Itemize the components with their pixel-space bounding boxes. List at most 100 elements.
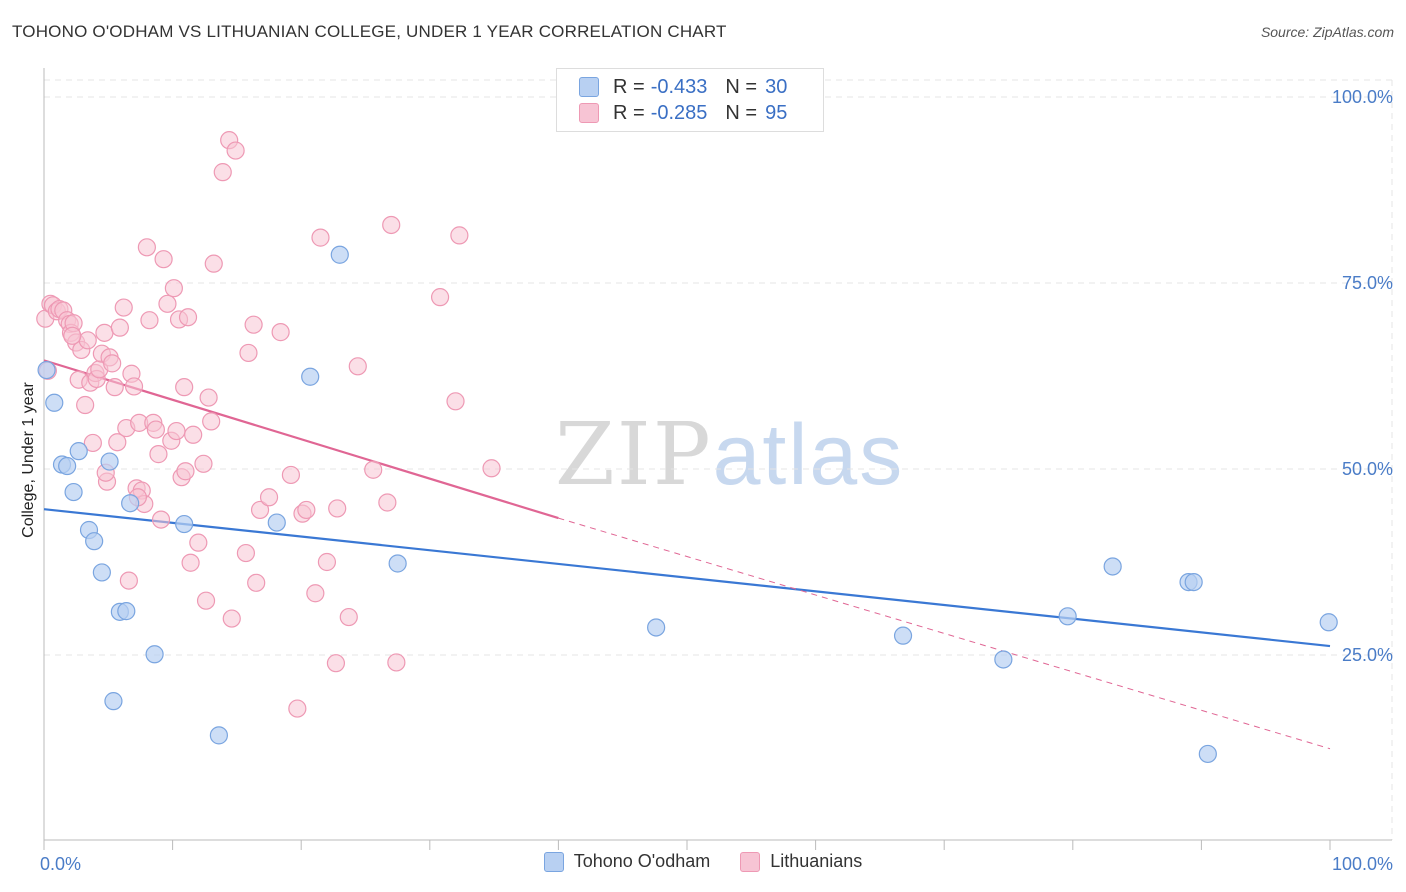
tohono-point [175, 514, 194, 534]
lithuanians-point [297, 500, 316, 520]
lithuanians-point [178, 308, 198, 327]
lithuanians-point [124, 377, 144, 396]
lithuanians-point [204, 254, 223, 273]
y-tick-label: 100.0% [1332, 87, 1393, 107]
lithuanians-point [110, 318, 129, 337]
lithuanians-point [311, 228, 330, 247]
bottom-legend: Tohono O'odham Lithuanians [0, 851, 1406, 872]
legend-n-label: N = [725, 75, 758, 98]
tick-labels: 25.0% 50.0% 75.0% 100.0% 0.0% 100.0% College, … [20, 87, 1393, 874]
bottom-legend-item-lithuanians: Lithuanians [740, 851, 862, 872]
lithuanians-point [146, 420, 165, 439]
tohono-point [1184, 572, 1203, 592]
y-axis-label: College, Under 1 year [20, 382, 37, 538]
legend-r-value: -0.285 [650, 101, 708, 124]
tohono-point [330, 245, 349, 264]
y-tick-label: 75.0% [1342, 273, 1393, 293]
lithuanians-point [446, 392, 465, 411]
lithuanians-point [108, 433, 127, 452]
legend-n-value: 30 [765, 75, 788, 98]
lithuanians-point [244, 315, 263, 334]
lithuanians-point [348, 357, 367, 376]
tohono-point [267, 513, 286, 532]
tohono-point [37, 360, 56, 380]
tohono-point [1058, 607, 1077, 626]
lithuanians-point [189, 533, 208, 552]
lithuanians-point [78, 331, 97, 350]
lithuanians-point [176, 462, 195, 481]
legend-row-tohono: R = -0.433 N = 30 [579, 75, 787, 99]
lithuanians-point [317, 552, 337, 572]
tohono-point [121, 494, 140, 513]
bottom-legend-swatch-blue [543, 851, 564, 872]
tohono-point [100, 452, 119, 471]
lithuanians-point [250, 500, 270, 520]
tohono-point [893, 626, 913, 645]
tohono-point [1319, 613, 1338, 632]
tohono-point [58, 456, 77, 476]
lithuanians-point [271, 323, 290, 342]
x-tick-label: 100.0% [1332, 854, 1393, 874]
lithuanians-point [259, 488, 279, 507]
points [36, 131, 1338, 764]
lithuanians-point [119, 571, 138, 590]
lithuanians-point [63, 326, 82, 345]
legend-r-label: R = [613, 101, 645, 124]
trend-lines [43, 359, 1331, 750]
legend-r-value: -0.433 [650, 75, 708, 98]
lithuanians-point [430, 288, 450, 307]
tohono-point [647, 618, 666, 637]
lithuanians-point [105, 378, 124, 397]
lithuanians-point [194, 454, 213, 473]
legend-r-label: R = [613, 75, 645, 98]
lithuanians-point [199, 388, 218, 407]
lithuanians-point [226, 141, 245, 160]
lithuanians-point [184, 425, 203, 444]
lithuanians-point [76, 395, 95, 415]
lithuanians-point [482, 459, 501, 478]
legend-row-lithuanians: R = -0.285 N = 95 [579, 101, 787, 125]
bottom-legend-item-tohono: Tohono O'odham [543, 851, 710, 872]
tohono-point [69, 442, 88, 461]
watermark-atlas: atlas [712, 407, 905, 503]
lithuanians-point [387, 653, 406, 672]
lithuanians-point [378, 493, 397, 512]
chart-title: TOHONO O'ODHAM VS LITHUANIAN COLLEGE, UN… [12, 22, 727, 41]
lithuanians-point [247, 573, 266, 592]
lithuanians-point [196, 591, 216, 610]
tohono-point [301, 367, 320, 386]
lithuanians-point [151, 510, 171, 529]
lithuanians-point [154, 250, 173, 269]
watermark: ZIPatlas [555, 405, 904, 505]
y-tick-label: 50.0% [1342, 459, 1393, 479]
lithuanians-point [83, 433, 102, 453]
grid [44, 79, 1393, 840]
y-tick-label: 25.0% [1342, 645, 1393, 665]
lithuanians-point [103, 354, 122, 373]
tohono-point [994, 650, 1013, 669]
lithuanians-point [306, 584, 325, 603]
tohono-point [1103, 557, 1122, 576]
x-tick-label: 0.0% [40, 854, 81, 874]
lithuanians-point [167, 421, 186, 441]
lithuanians-point [213, 163, 232, 182]
tohono-point [388, 554, 407, 573]
lithuanians-point [222, 609, 241, 628]
lithuanians-point [202, 412, 221, 431]
tohono-point [1198, 744, 1217, 764]
tohono-point [64, 482, 83, 502]
lithuanians-point [288, 699, 307, 718]
watermark-zip: ZIP [555, 405, 713, 505]
lithuanians-point [95, 323, 114, 342]
lithuanians-point [382, 215, 401, 235]
lithuanians-point [239, 343, 258, 363]
legend-swatch-pink [579, 103, 599, 123]
tohono-point [45, 393, 64, 412]
lithuanians-point [175, 378, 194, 397]
tohono-point [85, 532, 104, 551]
lithuanians-point [339, 607, 358, 627]
legend-n-value: 95 [765, 101, 788, 124]
lithuanians-point [326, 654, 346, 673]
lithuanians-point [137, 238, 156, 257]
